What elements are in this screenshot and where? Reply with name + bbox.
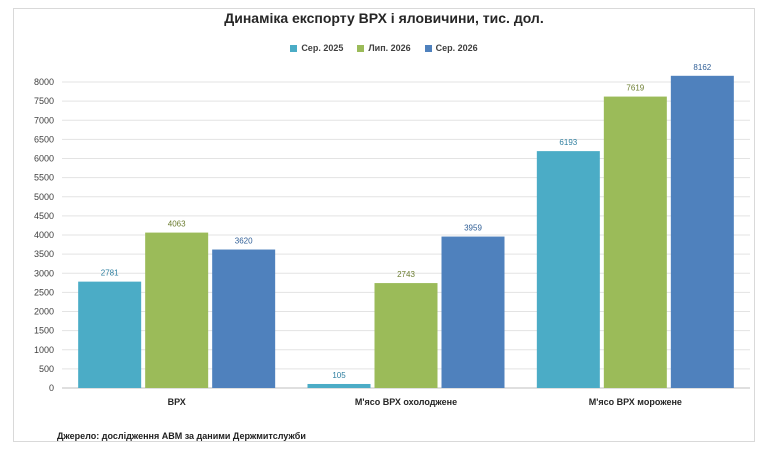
y-tick-label: 3500: [34, 249, 54, 259]
y-tick-label: 6500: [34, 134, 54, 144]
y-tick-label: 2500: [34, 287, 54, 297]
y-tick-label: 4500: [34, 211, 54, 221]
bar: [212, 249, 276, 388]
bar: [374, 283, 438, 388]
data-label: 7619: [626, 84, 644, 93]
data-label: 105: [332, 371, 346, 380]
legend-label-series-2: Лип. 2026: [368, 43, 411, 53]
bar: [78, 281, 142, 388]
data-label: 2743: [397, 270, 415, 279]
data-label: 3959: [464, 224, 482, 233]
bar: [536, 151, 600, 388]
y-tick-label: 1500: [34, 326, 54, 336]
y-tick-label: 4000: [34, 230, 54, 240]
bar: [670, 75, 734, 388]
legend-item-series-1: Сер. 2025: [290, 43, 343, 53]
y-tick-label: 7500: [34, 96, 54, 106]
legend-label-series-1: Сер. 2025: [301, 43, 344, 53]
y-tick-label: 8000: [34, 77, 54, 87]
y-tick-label: 6000: [34, 154, 54, 164]
legend-swatch-series-1: [290, 44, 298, 52]
y-tick-label: 2000: [34, 307, 54, 317]
data-label: 3620: [235, 237, 253, 246]
y-tick-label: 0: [49, 383, 54, 393]
legend-item-series-3: Сер. 2026: [424, 43, 478, 53]
y-tick-label: 3000: [34, 268, 54, 278]
legend-swatch-series-2: [357, 44, 365, 52]
y-tick-label: 500: [39, 364, 54, 374]
x-category-label: М'ясо ВРХ морожене: [589, 397, 682, 407]
data-label: 2781: [101, 269, 119, 278]
bar: [307, 383, 371, 388]
source-note: Джерело: дослідження АВМ за даними Держм…: [57, 431, 306, 441]
data-label: 8162: [693, 63, 711, 72]
x-category-label: М'ясо ВРХ охолоджене: [355, 397, 457, 407]
data-label: 6193: [559, 138, 577, 147]
legend-item-series-2: Лип. 2026: [357, 43, 411, 53]
x-category-label: ВРХ: [168, 397, 186, 407]
y-tick-label: 7000: [34, 115, 54, 125]
legend-label-series-3: Сер. 2026: [435, 43, 478, 53]
y-tick-label: 5500: [34, 173, 54, 183]
y-tick-label: 1000: [34, 345, 54, 355]
legend-swatch-series-3: [424, 44, 432, 52]
bar: [145, 232, 209, 388]
bar: [441, 236, 505, 388]
bar: [603, 96, 667, 389]
y-tick-label: 5000: [34, 192, 54, 202]
data-label: 4063: [168, 220, 186, 229]
chart-legend: Сер. 2025 Лип. 2026 Сер. 2026: [0, 43, 768, 53]
chart-title: Динаміка експорту ВРХ і яловичини, тис. …: [224, 10, 544, 26]
